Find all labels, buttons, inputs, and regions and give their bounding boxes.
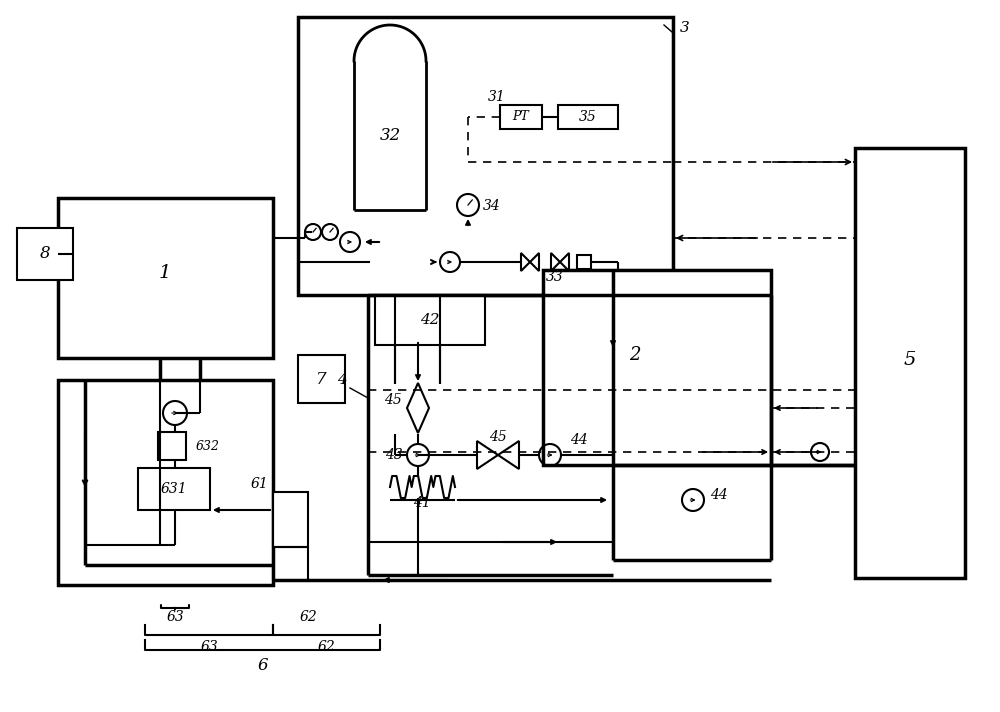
Text: 33: 33: [546, 270, 564, 284]
Bar: [273, 492, 308, 547]
Text: 35: 35: [579, 110, 597, 124]
Bar: [58, 198, 273, 358]
Text: 34: 34: [483, 199, 501, 213]
Text: 32: 32: [379, 127, 401, 144]
Text: PT: PT: [513, 110, 529, 123]
Bar: [500, 105, 542, 129]
Text: 63: 63: [200, 640, 218, 654]
Bar: [558, 105, 618, 129]
Text: 44: 44: [570, 433, 588, 447]
Bar: [375, 295, 485, 345]
Bar: [58, 380, 273, 585]
Text: 4: 4: [337, 373, 347, 387]
Text: 7: 7: [316, 370, 326, 387]
Text: 42: 42: [420, 313, 440, 327]
Text: 6: 6: [257, 656, 268, 674]
Text: 43: 43: [385, 448, 403, 462]
Text: 5: 5: [904, 351, 916, 369]
Text: 62: 62: [299, 610, 317, 624]
Bar: [855, 148, 965, 578]
Text: 31: 31: [488, 90, 506, 104]
Text: 45: 45: [384, 393, 402, 407]
Bar: [158, 432, 186, 460]
Text: 41: 41: [413, 496, 431, 510]
Bar: [138, 468, 210, 510]
Text: 3: 3: [680, 21, 690, 35]
Text: 61: 61: [250, 477, 268, 491]
Bar: [298, 17, 673, 295]
Text: 63: 63: [166, 610, 184, 624]
Text: 8: 8: [40, 246, 50, 263]
Bar: [298, 355, 345, 403]
Text: 631: 631: [161, 482, 187, 496]
Text: 632: 632: [196, 439, 220, 453]
Bar: [17, 228, 73, 280]
Bar: [577, 255, 591, 269]
Text: 2: 2: [629, 346, 641, 364]
Bar: [543, 270, 771, 465]
Text: 1: 1: [159, 264, 171, 282]
Text: 45: 45: [489, 430, 507, 444]
Text: 44: 44: [710, 488, 728, 502]
Text: 62: 62: [318, 640, 335, 654]
